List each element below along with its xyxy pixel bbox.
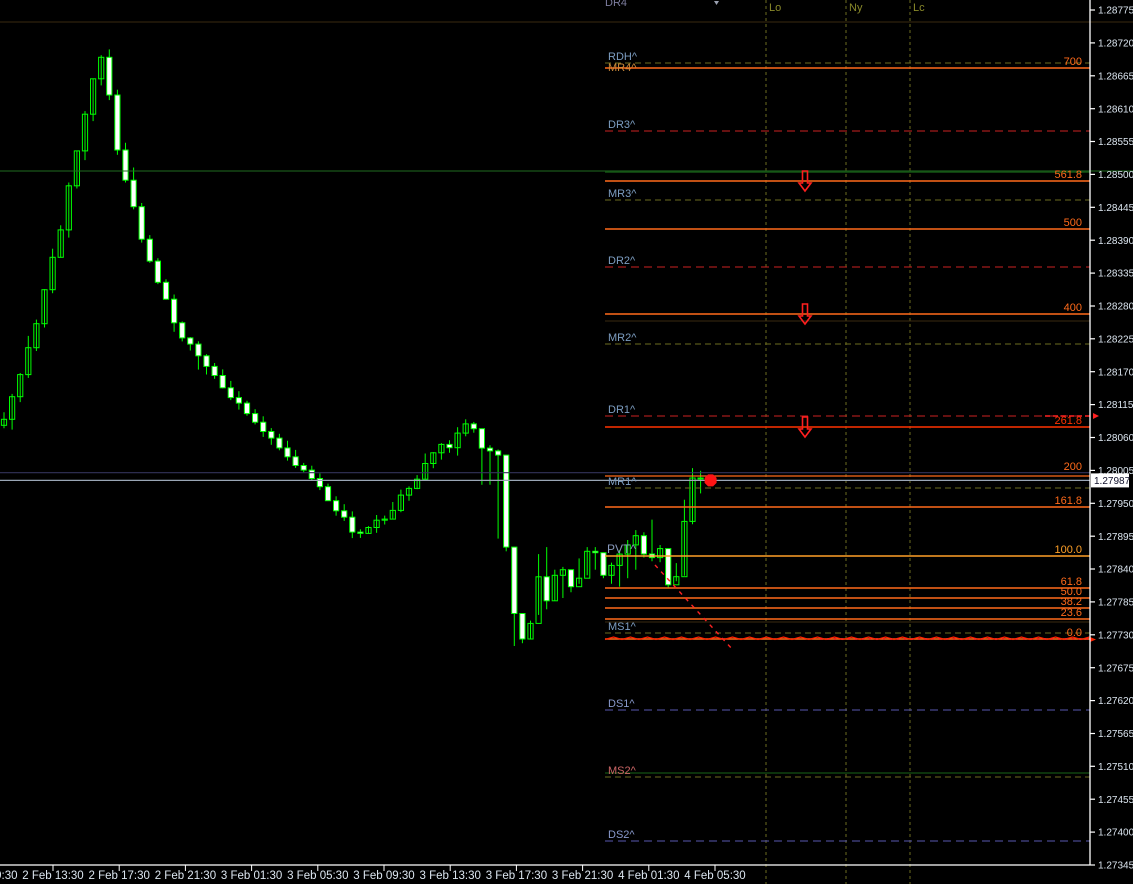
svg-text:DR4: DR4 xyxy=(605,0,627,9)
svg-text:1.28555: 1.28555 xyxy=(1098,137,1133,148)
svg-text:1.28225: 1.28225 xyxy=(1098,334,1133,345)
svg-text:500: 500 xyxy=(1064,217,1082,229)
svg-text:1.27987: 1.27987 xyxy=(1094,476,1131,487)
svg-text:3 Feb 17:30: 3 Feb 17:30 xyxy=(486,870,547,882)
svg-text:161.8: 161.8 xyxy=(1054,495,1082,507)
svg-text:1.27840: 1.27840 xyxy=(1098,565,1133,576)
svg-text:1 Feb 09:30: 1 Feb 09:30 xyxy=(0,870,17,882)
svg-text:1.27345: 1.27345 xyxy=(1098,861,1133,872)
svg-text:1.28390: 1.28390 xyxy=(1098,236,1133,247)
svg-text:MS2^: MS2^ xyxy=(608,765,637,777)
svg-text:400: 400 xyxy=(1064,302,1082,314)
svg-text:3 Feb 21:30: 3 Feb 21:30 xyxy=(552,870,613,882)
svg-text:Ny: Ny xyxy=(849,2,863,14)
svg-text:DR2^: DR2^ xyxy=(608,255,636,267)
svg-text:1.27510: 1.27510 xyxy=(1098,762,1133,773)
svg-text:2 Feb 13:30: 2 Feb 13:30 xyxy=(22,870,83,882)
svg-text:3 Feb 09:30: 3 Feb 09:30 xyxy=(353,870,414,882)
svg-text:700: 700 xyxy=(1064,56,1082,68)
svg-text:561.8: 561.8 xyxy=(1054,169,1082,181)
svg-text:1.27400: 1.27400 xyxy=(1098,828,1133,839)
svg-text:DS1^: DS1^ xyxy=(608,698,635,710)
svg-text:2 Feb 17:30: 2 Feb 17:30 xyxy=(89,870,150,882)
svg-text:MR1^: MR1^ xyxy=(608,476,637,488)
svg-text:2 Feb 21:30: 2 Feb 21:30 xyxy=(155,870,216,882)
svg-text:1.28720: 1.28720 xyxy=(1098,39,1133,50)
svg-text:MR3^: MR3^ xyxy=(608,188,637,200)
svg-text:1.28060: 1.28060 xyxy=(1098,433,1133,444)
svg-text:PVT^: PVT^ xyxy=(607,542,636,556)
svg-text:1.27565: 1.27565 xyxy=(1098,729,1133,740)
svg-text:1.27895: 1.27895 xyxy=(1098,532,1133,543)
svg-text:1.27675: 1.27675 xyxy=(1098,663,1133,674)
svg-text:1.27785: 1.27785 xyxy=(1098,598,1133,609)
svg-text:1.28610: 1.28610 xyxy=(1098,104,1133,115)
svg-text:100.0: 100.0 xyxy=(1054,544,1082,556)
svg-text:MR2^: MR2^ xyxy=(608,332,637,344)
svg-text:4 Feb 01:30: 4 Feb 01:30 xyxy=(618,870,679,882)
svg-text:1.28665: 1.28665 xyxy=(1098,71,1133,82)
svg-text:Lc: Lc xyxy=(913,2,925,14)
svg-text:1.27950: 1.27950 xyxy=(1098,499,1133,510)
svg-text:1.28115: 1.28115 xyxy=(1098,400,1133,411)
svg-text:1.27730: 1.27730 xyxy=(1098,630,1133,641)
svg-text:MR4^: MR4^ xyxy=(608,62,637,74)
svg-text:1.28445: 1.28445 xyxy=(1098,203,1133,214)
svg-text:23.6: 23.6 xyxy=(1061,607,1082,619)
svg-text:3 Feb 05:30: 3 Feb 05:30 xyxy=(287,870,348,882)
svg-text:1.28335: 1.28335 xyxy=(1098,269,1133,280)
svg-text:1.28170: 1.28170 xyxy=(1098,367,1133,378)
svg-text:3 Feb 01:30: 3 Feb 01:30 xyxy=(221,870,282,882)
svg-text:1.28280: 1.28280 xyxy=(1098,302,1133,313)
svg-text:1.27620: 1.27620 xyxy=(1098,696,1133,707)
svg-text:3 Feb 13:30: 3 Feb 13:30 xyxy=(420,870,481,882)
svg-text:1.28500: 1.28500 xyxy=(1098,170,1133,181)
svg-text:MS1^: MS1^ xyxy=(608,621,637,633)
svg-text:DS2^: DS2^ xyxy=(608,829,635,841)
svg-text:4 Feb 05:30: 4 Feb 05:30 xyxy=(684,870,745,882)
svg-text:DR1^: DR1^ xyxy=(608,404,636,416)
svg-text:DR3^: DR3^ xyxy=(608,119,636,131)
svg-text:Lo: Lo xyxy=(769,2,781,14)
svg-text:1.28775: 1.28775 xyxy=(1098,6,1133,17)
svg-text:200: 200 xyxy=(1064,461,1082,473)
svg-text:1.27455: 1.27455 xyxy=(1098,795,1133,806)
